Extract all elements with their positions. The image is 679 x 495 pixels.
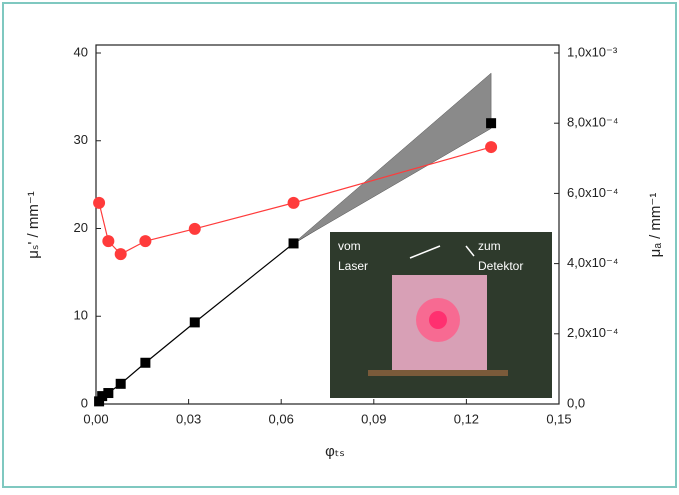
marker	[94, 396, 105, 407]
uncertainty-band	[293, 72, 492, 244]
marker	[102, 235, 115, 248]
marker	[103, 388, 114, 399]
marker	[97, 391, 108, 402]
marker	[115, 378, 126, 389]
inset-label: vom	[338, 239, 361, 253]
y-tick-label: 40	[74, 44, 88, 59]
marker	[140, 357, 151, 368]
marker	[93, 196, 106, 209]
y-axis-label: μₛ' / mm⁻¹	[25, 191, 42, 259]
marker	[188, 222, 201, 235]
marker	[287, 196, 300, 209]
y2-tick-label: 8,0x10⁻⁴	[567, 115, 618, 130]
y-tick-label: 0	[81, 395, 88, 410]
x-tick-label: 0,09	[361, 411, 386, 426]
marker	[486, 118, 497, 129]
pointer	[409, 245, 441, 259]
x-tick-label: 0,15	[546, 411, 571, 426]
inset-label: Detektor	[478, 259, 523, 273]
marker	[288, 238, 299, 249]
y2-tick-label: 4,0x10⁻⁴	[567, 255, 618, 270]
x-tick-label: 0,12	[454, 411, 479, 426]
frame	[2, 2, 677, 488]
y-tick-label: 30	[74, 132, 88, 147]
inset-photo: vom Laser zum Detektor	[330, 232, 552, 398]
y-tick-label: 10	[74, 308, 88, 323]
y2-tick-label: 2,0x10⁻⁴	[567, 325, 618, 340]
marker	[139, 235, 152, 248]
y2-tick-label: 6,0x10⁻⁴	[567, 185, 618, 200]
pointer	[465, 245, 475, 257]
plot-area	[95, 44, 560, 405]
x-axis-label: φₜₛ	[325, 443, 345, 460]
y2-tick-label: 1,0x10⁻³	[567, 44, 618, 59]
x-tick-label: 0,03	[176, 411, 201, 426]
y2-tick-label: 0,0	[567, 395, 585, 410]
marker	[189, 317, 200, 328]
y-tick-label: 20	[74, 220, 88, 235]
y2-axis-label: μₐ / mm⁻¹	[647, 193, 664, 258]
inset-label: zum	[478, 239, 501, 253]
x-tick-label: 0,06	[269, 411, 294, 426]
marker	[485, 141, 498, 154]
table	[368, 370, 508, 376]
marker	[114, 248, 127, 261]
inset-label: Laser	[338, 259, 368, 273]
x-tick-label: 0,00	[83, 411, 108, 426]
laser-spot-core	[429, 311, 447, 329]
